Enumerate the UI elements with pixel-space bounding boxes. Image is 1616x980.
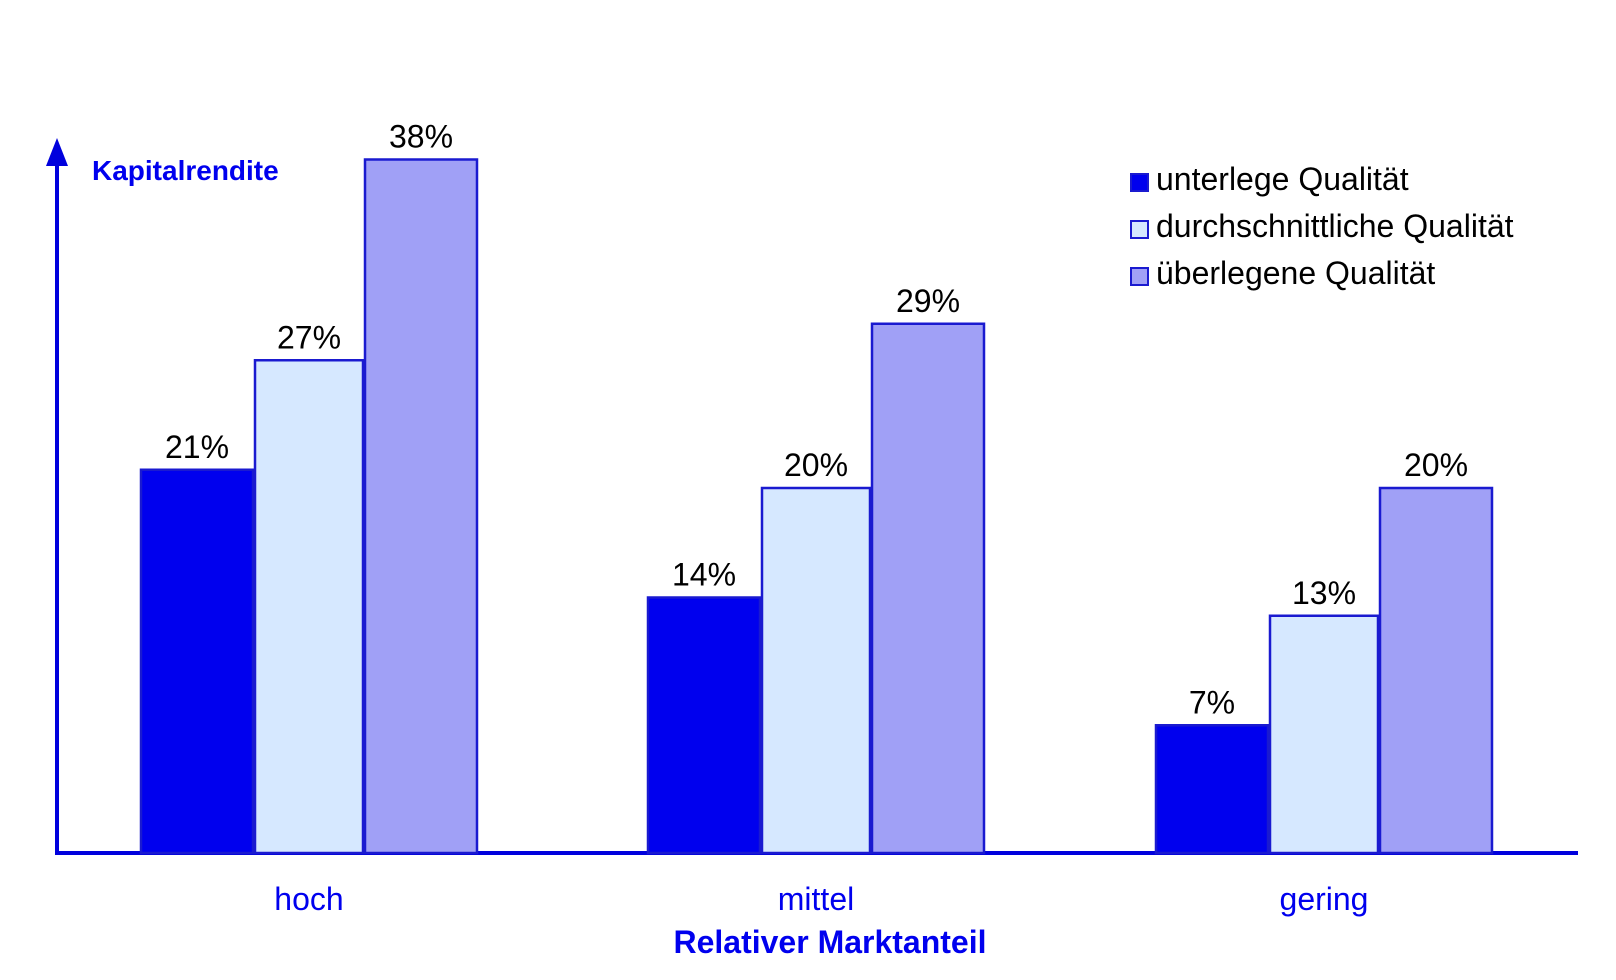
bar-mittel-durchschnittliche-qualitaet [760,486,872,855]
legend-swatch-unterlege-qualitaet [1130,173,1149,192]
data-label-gering-unterlege-qualitaet: 7% [1189,684,1235,720]
data-label-gering-ueberlegene-qualitaet: 20% [1404,447,1468,483]
y-axis-label: Kapitalrendite [92,155,279,186]
bar-hoch-ueberlegene-qualitaet [363,158,479,855]
bar-mittel-unterlege-qualitaet [646,596,762,855]
data-label-gering-durchschnittliche-qualitaet: 13% [1292,575,1356,611]
legend: unterlege Qualität durchschnittliche Qual… [1130,161,1514,291]
bar-gering-durchschnittliche-qualitaet [1268,614,1380,855]
category-labels: hoch mittel gering [274,881,1368,917]
data-label-mittel-durchschnittliche-qualitaet: 20% [784,447,848,483]
legend-label-ueberlegene-qualitaet: überlegene Qualität [1156,255,1435,291]
data-label-mittel-unterlege-qualitaet: 14% [672,557,736,593]
data-label-mittel-ueberlegene-qualitaet: 29% [896,283,960,319]
tick-label-hoch: hoch [274,881,343,917]
legend-label-durchschnittliche-qualitaet: durchschnittliche Qualität [1156,208,1514,244]
legend-swatch-durchschnittliche-qualitaet [1130,220,1149,239]
x-axis-label: Relativer Marktanteil [673,924,986,960]
data-label-hoch-ueberlegene-qualitaet: 38% [389,119,453,155]
bar-hoch-unterlege-qualitaet [139,468,255,855]
data-label-hoch-unterlege-qualitaet: 21% [165,429,229,465]
bar-hoch-durchschnittliche-qualitaet [253,359,365,855]
y-axis-arrowhead [46,138,68,166]
bar-gering-ueberlegene-qualitaet [1378,486,1494,855]
legend-label-unterlege-qualitaet: unterlege Qualität [1156,161,1409,197]
bar-group: 21% 27% 38% 14% 20% 29% 7% 13% 20% [139,119,1494,855]
tick-label-gering: gering [1280,881,1369,917]
tick-label-mittel: mittel [778,881,854,917]
data-label-hoch-durchschnittliche-qualitaet: 27% [277,319,341,355]
legend-swatch-ueberlegene-qualitaet [1130,267,1149,286]
bar-mittel-ueberlegene-qualitaet [870,322,986,855]
bar-gering-unterlege-qualitaet [1154,724,1270,855]
